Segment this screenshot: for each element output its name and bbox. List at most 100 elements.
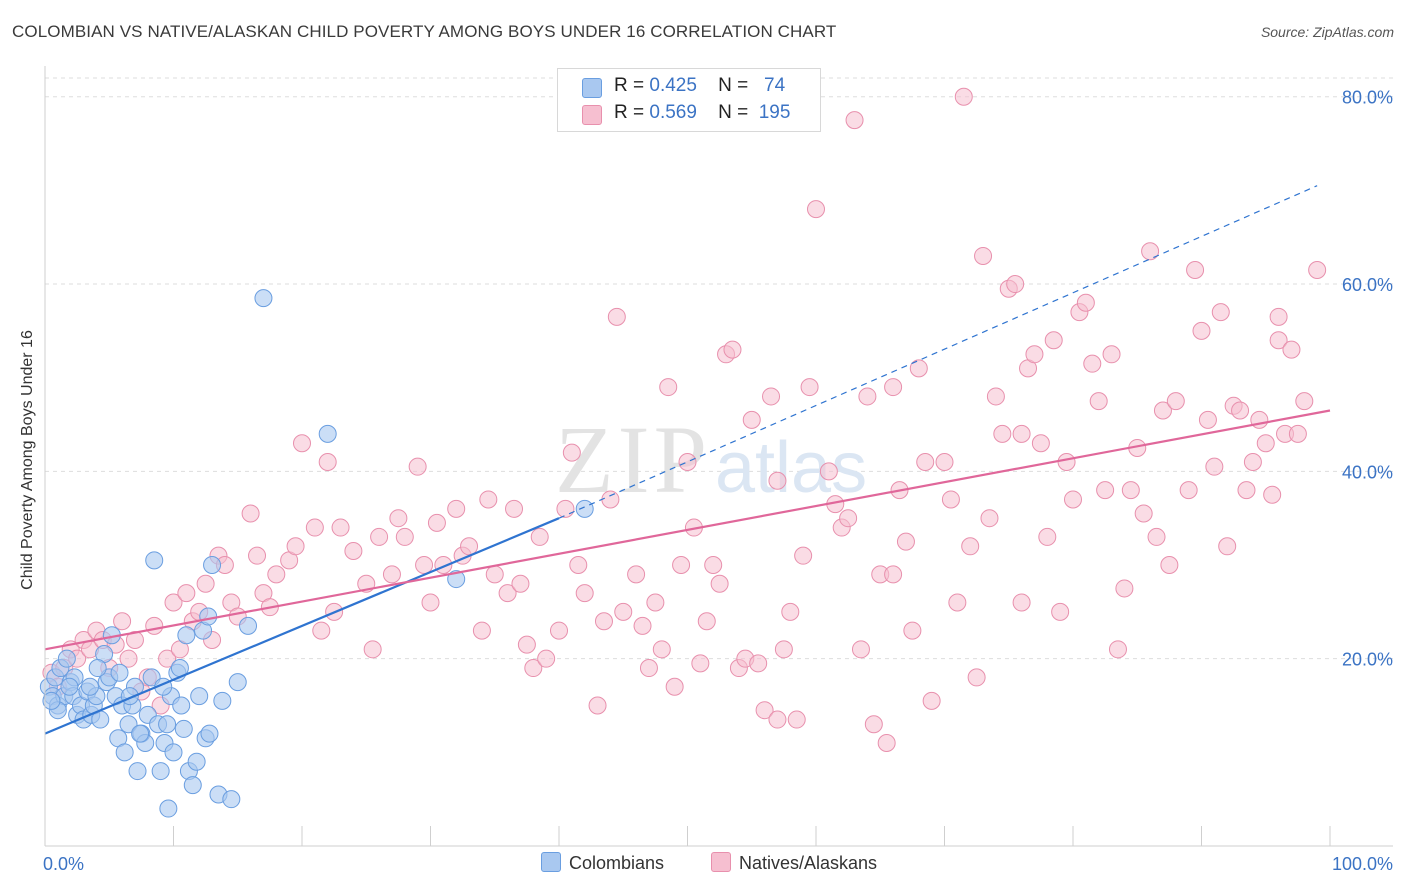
native-point [1115,579,1134,598]
native-point [517,635,536,654]
native-point [1006,275,1025,294]
native-point [119,649,138,668]
native-point [312,621,331,640]
native-point [472,621,491,640]
natives-n-value: 195 [758,102,791,123]
native-point [993,424,1012,443]
native-point [903,621,922,640]
colombians-n-value: 74 [764,75,786,96]
native-point [556,499,575,518]
native-point [1134,504,1153,523]
native-point [1051,602,1070,621]
native-point [248,546,267,565]
native-point [864,715,883,734]
natives-trend-line [44,409,1331,651]
native-point [1141,242,1160,261]
native-point [922,691,941,710]
colombians-legend-label: Colombians [569,853,665,873]
colombian-point [159,799,178,818]
native-point [1031,434,1050,453]
native-point [1231,401,1250,420]
natives-legend-swatch [711,852,731,872]
colombian-point [187,752,206,771]
native-point [1186,261,1205,279]
native-point [1237,481,1256,500]
native-point [479,490,498,509]
colombian-point [57,649,76,668]
native-point [755,701,774,720]
r-label: R = [614,75,645,96]
native-point [588,696,607,715]
native-point [1166,392,1185,411]
native-point [986,387,1005,406]
colombian-point [42,691,61,710]
colombians-r-value: 0.425 [649,75,697,96]
x-tick-label-start: 0.0% [43,854,84,874]
axes [44,66,1393,847]
native-point [710,574,729,593]
native-point [1083,354,1102,373]
native-point [1121,481,1140,500]
native-point [415,556,434,575]
native-point [1205,457,1224,476]
native-point [678,453,697,471]
native-point [158,649,177,668]
colombian-point [145,551,164,570]
y-tick-label: 80.0% [1342,88,1393,108]
native-point [1025,345,1044,364]
natives-swatch [582,105,602,125]
native-point [665,677,684,696]
colombian-point [190,687,209,706]
native-point [1211,303,1230,322]
native-point [447,499,466,518]
native-point [646,593,665,612]
native-point [293,434,311,453]
native-point [768,471,787,490]
native-point [1096,481,1115,500]
native-point [530,527,549,546]
native-point [633,616,652,635]
colombians-legend-swatch [541,852,561,872]
colombian-point [183,776,202,795]
colombian-point [88,659,107,678]
native-point [845,111,864,130]
native-point [1198,410,1217,429]
y-tick-label: 40.0% [1342,462,1393,482]
native-point [659,378,678,397]
native-point [164,593,183,612]
native-point [1147,527,1166,546]
colombian-point [131,724,150,743]
native-point [363,640,382,659]
native-point [1064,490,1082,509]
native-point [762,387,781,406]
native-point [723,340,742,359]
native-point [742,410,761,429]
native-point [389,509,408,528]
y-tick-label: 20.0% [1342,650,1393,670]
native-point [505,499,524,518]
native-point [382,565,401,584]
native-point [909,359,928,378]
native-point [562,443,581,462]
native-point [177,584,196,603]
native-point [1044,331,1063,350]
native-point [537,649,556,668]
native-point [427,513,446,532]
source-label: Source: ZipAtlas.com [1260,24,1394,40]
native-point [267,565,286,584]
native-point [819,462,838,481]
native-point [1269,307,1288,326]
colombian-point [177,626,196,645]
native-point [370,527,389,546]
native-point [1263,485,1282,504]
colombian-point [158,715,177,734]
native-point [749,654,768,673]
legend-box: R = 0.425 N = 74 R = 0.569 N = 195 [557,68,821,132]
colombian-point [172,696,191,715]
native-point [601,490,620,509]
bottom-legend-natives: Natives/Alaskans [711,852,877,874]
colombian-point [151,762,170,781]
colombian-point [254,289,273,308]
native-point [794,546,813,565]
native-point [941,490,960,509]
